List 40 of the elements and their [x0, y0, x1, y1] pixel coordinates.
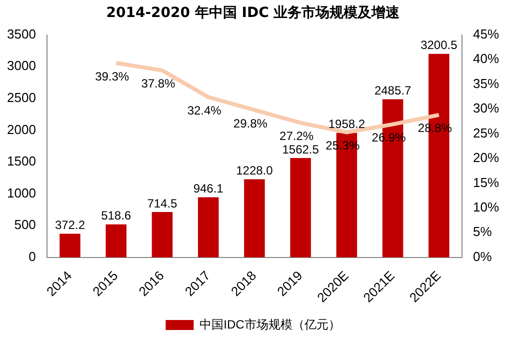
y2-tick-label: 5%	[472, 224, 492, 240]
bar	[198, 197, 219, 258]
data-label: 27.2%	[280, 129, 314, 144]
y-tick-label: 3000	[7, 58, 36, 74]
data-label: 37.8%	[141, 76, 176, 91]
legend-label: 中国IDC市场规模（亿元）	[200, 317, 340, 332]
data-label: 1228.0	[236, 164, 274, 178]
y2-tick-label: 0%	[472, 248, 492, 264]
y2-tick-label: 10%	[472, 200, 500, 214]
y2-tick-label: 30%	[472, 100, 500, 116]
bar	[106, 224, 126, 258]
y-tick-label: 1500	[7, 154, 36, 169]
y2-tick-label: 15%	[472, 174, 500, 190]
bar	[60, 234, 80, 258]
y-tick-label: 500	[14, 217, 36, 232]
data-label: 518.6	[101, 208, 132, 223]
data-label: 1562.5	[282, 142, 320, 156]
y2-tick-label: 35%	[472, 76, 500, 91]
y2-tick-label: 40%	[472, 51, 500, 66]
y2-tick-label: 45%	[472, 26, 500, 42]
data-label: 372.2	[54, 218, 86, 232]
y-tick-label: 3500	[7, 26, 36, 42]
data-label: 714.5	[147, 196, 178, 210]
y-tick-label: 0	[28, 248, 36, 264]
bar	[290, 158, 311, 258]
y2-tick-label: 25%	[472, 125, 500, 140]
chart-title: 2014-2020 年中国 IDC 业务市场规模及增速	[105, 4, 401, 23]
y-tick-label: 2000	[7, 122, 36, 137]
data-label: 946.1	[193, 182, 224, 196]
y-tick-label: 2500	[7, 90, 36, 105]
y-tick-label: 1000	[7, 185, 36, 200]
data-label: 1958.2	[328, 117, 366, 132]
y2-tick-label: 20%	[472, 150, 500, 166]
data-label: 3200.5	[420, 38, 458, 52]
bar	[152, 212, 173, 258]
bar	[244, 179, 265, 258]
data-label: 39.3%	[95, 69, 130, 84]
data-label: 29.8%	[233, 116, 268, 130]
data-label: 2485.7	[374, 84, 412, 98]
data-label: 32.4%	[187, 103, 222, 118]
